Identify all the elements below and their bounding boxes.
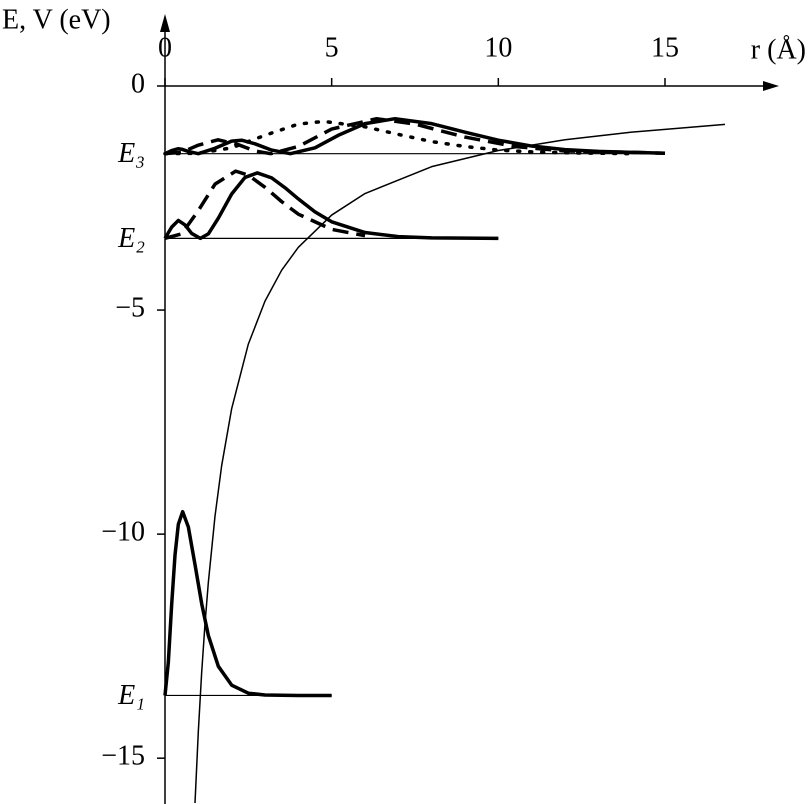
energy-level-label: E₃ — [117, 138, 145, 169]
x-axis-arrow — [763, 81, 779, 91]
energy-level-label: E₁ — [117, 680, 145, 711]
x-tick-label: 10 — [484, 32, 512, 63]
series-line — [164, 169, 366, 241]
series-line — [163, 509, 332, 698]
y-tick-label: −5 — [115, 292, 145, 323]
y-tick-label: −15 — [101, 741, 145, 772]
y-tick-label: 0 — [131, 68, 145, 99]
y-axis-label: E, V (eV) — [2, 4, 111, 35]
energy-level-label: E₂ — [117, 223, 145, 254]
series-line — [163, 119, 634, 156]
y-tick-label: −10 — [101, 517, 145, 548]
x-axis-label: r (Å) — [751, 34, 806, 65]
x-tick-label: 5 — [325, 32, 339, 63]
x-tick-label: 0 — [158, 32, 172, 63]
y-axis-arrow — [160, 14, 170, 32]
x-tick-label: 15 — [651, 32, 679, 63]
series-line — [194, 123, 726, 804]
series-line — [164, 116, 666, 156]
